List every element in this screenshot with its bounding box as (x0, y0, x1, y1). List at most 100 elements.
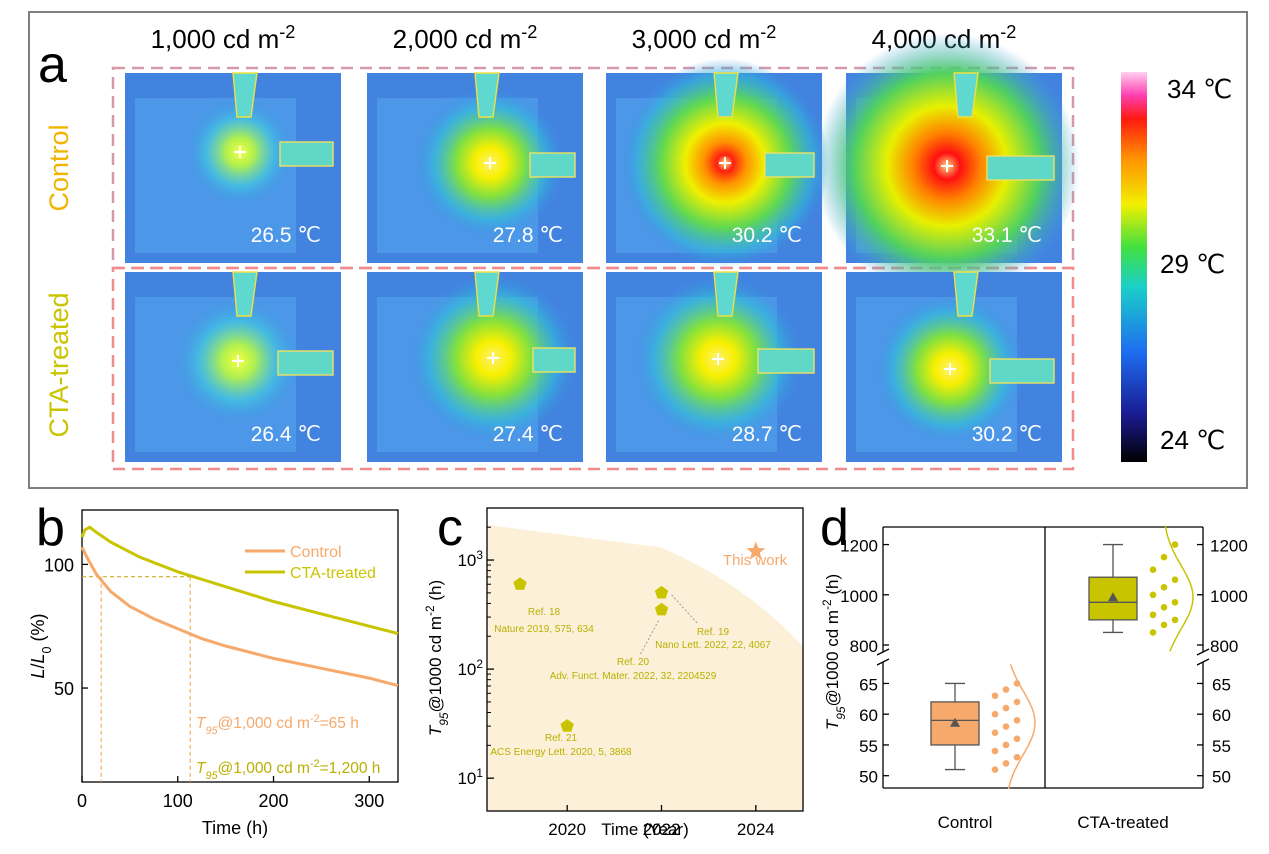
text-part: -2 (760, 22, 776, 42)
text-part: T (426, 724, 445, 736)
data-point-label: Adv. Funct. Mater. 2022, 32, 2204529 (550, 671, 717, 682)
probe-side (757, 348, 815, 374)
axis-break (1196, 648, 1210, 656)
callout-line (639, 620, 659, 656)
y-tick-label-right: 65 (1212, 675, 1231, 694)
legend-label: Control (290, 544, 342, 561)
column-header: 2,000 cd m-2 (393, 22, 538, 54)
data-point (1171, 576, 1179, 584)
text-part: L (28, 653, 48, 663)
data-point (1002, 704, 1010, 712)
distribution-curve (1007, 664, 1036, 789)
axis-break (876, 648, 890, 656)
data-point (1002, 741, 1010, 749)
text-part: @1000 cd m (426, 616, 445, 713)
text-part: 95 (834, 706, 848, 720)
text-part: -2 (820, 599, 834, 610)
mean-marker (950, 717, 960, 727)
axis-break (1196, 658, 1210, 666)
x-category-label: CTA-treated (1077, 813, 1168, 832)
thermal-image: 26.4 ℃ (125, 271, 341, 462)
y-tick-label: 1000 (840, 587, 878, 606)
temperature-readout: 26.5 ℃ (251, 224, 321, 247)
y-tick-label-right: 55 (1212, 737, 1231, 756)
data-point (991, 729, 999, 736)
cta-row-frame (111, 266, 1075, 471)
data-point-label: Nature 2019, 575, 634 (494, 624, 594, 635)
colorbar-max: 34 ℃ (1167, 74, 1232, 104)
text-part: T (196, 760, 207, 777)
panel-d: d 800 800 1000 1000 1200 1200 50 50 55 55 60 60 65 65… (820, 499, 1248, 832)
text-part: L (28, 669, 48, 679)
x-tick-label: 300 (354, 791, 384, 811)
text-part: -2 (310, 713, 320, 725)
y-tick-label: 55 (859, 737, 878, 756)
row-label-cta: CTA-treated (44, 292, 74, 437)
x-tick-label: 2020 (548, 820, 586, 839)
y-tick-label: 50 (54, 679, 74, 699)
text-part: / (28, 664, 48, 669)
data-point (1149, 611, 1157, 619)
data-point-label: Ref. 21 (545, 733, 578, 744)
probe-top (474, 271, 500, 317)
thermal-image: 26.5 ℃ (125, 72, 341, 263)
data-point (1171, 541, 1179, 548)
y-tick-label: 100 (44, 555, 74, 575)
text-part: @1,000 cd m (218, 715, 310, 732)
data-point (1160, 583, 1168, 591)
probe-top (953, 271, 979, 317)
text-part: (%) (28, 613, 48, 646)
x-tick-label: 200 (258, 791, 288, 811)
text-part: 2,000 cd m (393, 24, 522, 54)
panel-label-d: d (820, 499, 849, 557)
x-axis-label: Time (Year) (601, 820, 689, 839)
panel-label-b: b (36, 499, 65, 557)
text-part: 1,000 cd m (151, 24, 280, 54)
y-tick-label-right: 1000 (1210, 587, 1248, 606)
probe-side (532, 347, 576, 373)
thermal-image: 27.8 ℃ (367, 72, 583, 263)
data-point-label: Ref. 20 (617, 657, 650, 668)
data-point (1002, 686, 1010, 693)
text-part: -2 (423, 605, 437, 616)
row-label-control: Control (44, 124, 74, 211)
text-part: @1,000 cd m (218, 760, 310, 777)
text-part: T (823, 718, 842, 730)
y-tick-label-right: 1200 (1210, 537, 1248, 556)
temperature-readout: 33.1 ℃ (972, 224, 1042, 247)
y-axis-label: T95@1000 cd m-2 (h) (820, 574, 848, 730)
distribution-curve (1164, 525, 1194, 652)
thermal-images: 26.5 ℃ 27.8 ℃ 30.2 ℃ 33.1 ℃ 26.4 ℃ 27.4 ℃ 28.7… (125, 33, 1080, 462)
text-part: 95 (437, 712, 451, 726)
axis-break (876, 658, 890, 666)
data-point (1002, 760, 1010, 767)
thermal-image: 28.7 ℃ (606, 271, 822, 462)
y-tick-label: 1200 (840, 537, 878, 556)
mean-marker (1108, 592, 1118, 602)
temperature-readout: 27.8 ℃ (493, 224, 563, 247)
data-point (1013, 735, 1021, 743)
panel-a-frame (28, 11, 1248, 489)
text-part: 3,000 cd m (632, 24, 761, 54)
panel-a: a 1,000 cd m-22,000 cd m-23,000 cd m-24,… (28, 11, 1248, 489)
temperature-readout: 28.7 ℃ (732, 423, 802, 446)
data-point (1171, 616, 1179, 624)
probe-top (232, 72, 258, 118)
text-part: (h) (823, 574, 842, 600)
panel-label-a: a (38, 36, 67, 94)
text-part: 10 (457, 769, 476, 788)
text-part: 3 (476, 548, 483, 562)
text-part: -2 (310, 758, 320, 770)
column-header: 1,000 cd m-2 (151, 22, 296, 54)
data-point (560, 719, 574, 732)
data-point-label: ACS Energy Lett. 2020, 5, 3868 (490, 747, 632, 758)
text-part: 1 (476, 766, 483, 780)
probe-top (474, 72, 500, 118)
x-category-label: Control (938, 813, 993, 832)
y-tick-label: 65 (859, 675, 878, 694)
text-part: -2 (521, 22, 537, 42)
data-point (1171, 599, 1179, 606)
data-point (1160, 553, 1168, 561)
